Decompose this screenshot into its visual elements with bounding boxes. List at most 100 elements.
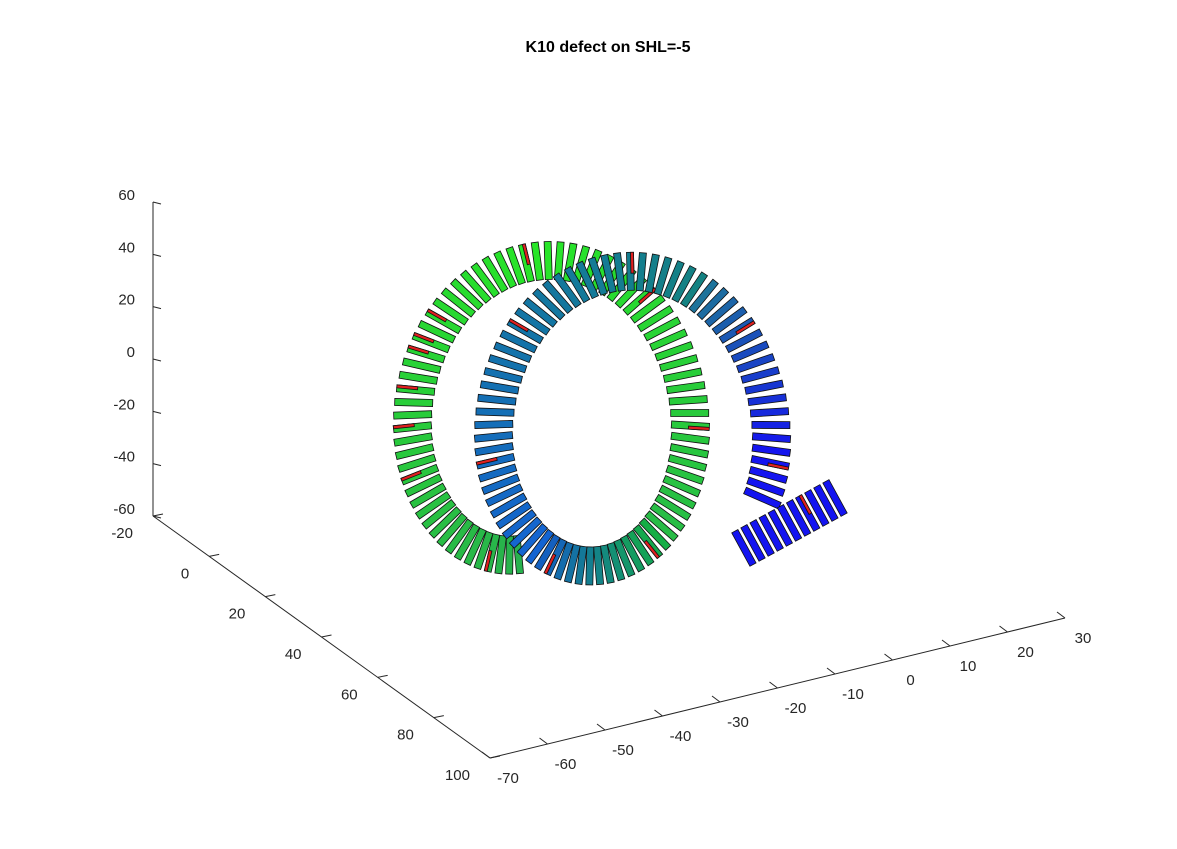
base-pair: [794, 494, 821, 532]
base-pair: [813, 484, 839, 522]
base-pair: [669, 443, 710, 459]
base-pair-defect: [798, 494, 813, 515]
base-pair: [400, 463, 440, 486]
base-pair: [530, 241, 544, 281]
base-pair-slab: [767, 509, 794, 547]
base-pair: [758, 514, 784, 552]
base-pair-slab: [658, 354, 699, 372]
base-pair: [404, 473, 443, 498]
base-pair: [563, 265, 591, 304]
base-pair: [525, 528, 555, 565]
base-pair: [671, 265, 697, 303]
base-pair-slab: [665, 464, 705, 485]
base-pair: [440, 287, 477, 318]
base-pair: [718, 316, 756, 344]
base-pair: [393, 432, 433, 447]
base-pair-slab: [532, 287, 566, 321]
base-pair: [397, 453, 437, 473]
base-pair-slab: [516, 522, 549, 558]
base-pair-slab: [563, 265, 591, 304]
base-pair: [740, 524, 766, 562]
z-tick-label: -20: [113, 396, 135, 413]
base-pair-slab: [668, 395, 708, 406]
base-pair: [428, 506, 462, 539]
z-tick-label: 60: [118, 187, 135, 204]
base-pair: [740, 366, 780, 384]
base-pair-slab: [613, 252, 626, 292]
base-pair: [552, 272, 582, 309]
base-pair-defect: [643, 539, 661, 560]
y-tick: [265, 594, 276, 598]
base-pair-slab: [635, 252, 647, 292]
base-pair: [635, 252, 647, 292]
base-pair: [654, 493, 692, 521]
base-pair-slab: [483, 367, 523, 384]
base-pair: [599, 544, 615, 584]
base-pair: [731, 529, 757, 567]
base-pair-slab: [662, 474, 702, 498]
base-pair-slab: [453, 523, 481, 561]
base-pair-defect: [475, 456, 498, 466]
base-pair: [477, 393, 517, 406]
base-pair: [629, 294, 666, 324]
base-pair: [411, 331, 451, 354]
base-pair: [730, 340, 770, 363]
base-pair-slab: [428, 506, 462, 539]
base-pair: [749, 407, 790, 418]
base-pair-slab: [724, 328, 764, 354]
x-tick: [654, 709, 663, 717]
base-pair: [421, 499, 457, 530]
base-pair: [747, 393, 787, 407]
base-pair-slab: [804, 489, 830, 527]
y-tick-label: 0: [181, 565, 189, 582]
y-tick: [209, 553, 220, 557]
base-pair: [444, 518, 474, 555]
base-pair: [600, 253, 617, 294]
base-pair: [470, 262, 500, 298]
z-tick: [152, 515, 162, 519]
base-pair: [804, 489, 830, 527]
y-tick-label: 80: [397, 727, 414, 744]
chart-title: K10 defect on SHL=-5: [526, 39, 691, 56]
base-pair-slab: [414, 491, 452, 520]
x-tick: [711, 695, 721, 703]
base-pair-slab: [473, 431, 514, 443]
base-pair-defect: [630, 251, 635, 274]
base-pair-slab: [493, 341, 533, 364]
base-pair-slab: [749, 519, 775, 557]
base-pair-slab: [688, 278, 719, 314]
base-pair: [776, 504, 803, 542]
base-pair: [662, 260, 685, 299]
base-pair-slab: [749, 407, 790, 418]
base-pair: [667, 454, 708, 472]
z-tick: [152, 201, 162, 205]
base-pair: [516, 522, 549, 558]
x-tick: [481, 751, 491, 759]
base-pair: [393, 410, 433, 420]
base-pair: [704, 296, 739, 328]
z-tick: [152, 463, 162, 467]
base-pair: [541, 279, 574, 314]
base-pair: [751, 420, 791, 430]
base-pair: [751, 443, 792, 457]
x-tick-label: 10: [960, 658, 977, 675]
base-pair-slab: [409, 482, 447, 509]
z-tick-label: 0: [127, 344, 135, 361]
x-tick: [884, 653, 893, 661]
base-pair-slab: [473, 530, 494, 571]
base-pair-defect: [483, 549, 493, 572]
base-pair-slab: [459, 269, 492, 304]
base-pair: [475, 452, 516, 470]
base-pair: [575, 260, 600, 300]
base-pair: [593, 545, 605, 586]
base-pair: [822, 479, 848, 517]
base-pair-slab: [638, 517, 672, 551]
z-tick-label: -60: [113, 501, 135, 518]
base-pair-defect: [687, 425, 710, 431]
base-pair-slab: [785, 499, 812, 537]
base-pair-slab: [494, 534, 507, 575]
base-pair: [543, 240, 553, 281]
base-pair: [711, 306, 748, 336]
base-pair: [670, 420, 711, 431]
